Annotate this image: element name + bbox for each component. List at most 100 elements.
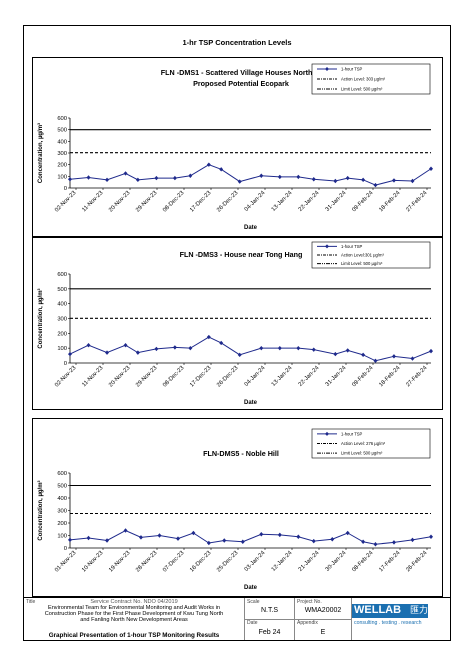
x-tick-label: 02-Nov-23 [54, 365, 77, 388]
data-point [277, 345, 282, 351]
legend-label-2: Limit Level: 500 µg/m³ [341, 261, 383, 266]
y-tick-label: 400 [57, 496, 67, 502]
y-tick-label: 500 [57, 287, 67, 293]
y-tick-label: 500 [57, 128, 67, 134]
logo-text: WELLAB [354, 604, 402, 616]
data-point [123, 171, 128, 176]
data-point [429, 534, 433, 539]
data-point [206, 162, 211, 167]
chart-title: FLN -DMS3 - House near Tong Hang [180, 250, 303, 259]
data-point [188, 173, 193, 178]
x-tick-label: 26-Dec-23 [216, 365, 239, 388]
data-point [86, 175, 91, 180]
data-point [345, 348, 350, 353]
data-point [277, 532, 282, 538]
data-point [296, 534, 301, 539]
data-point [135, 177, 140, 183]
data-point [105, 538, 110, 543]
x-tick-label: 02-Nov-23 [54, 190, 77, 213]
x-tick-label: 17-Dec-23 [189, 190, 212, 213]
x-axis-label: Date [244, 400, 258, 406]
data-point [123, 343, 128, 348]
description-line-1: Environmental Team for Environmental Mon… [47, 605, 221, 611]
page-title: 1-hr TSP Concentration Levels [182, 38, 292, 47]
data-point [330, 537, 335, 542]
report-page: 1-hr TSP Concentration Levels FLN -DMS1 … [23, 25, 451, 641]
y-tick-label: 400 [57, 302, 67, 308]
y-tick-label: 0 [64, 361, 67, 367]
chart-panel-dms1: FLN -DMS1 - Scattered Village Houses Nor… [32, 57, 443, 237]
y-tick-label: 500 [57, 484, 67, 490]
data-point [311, 538, 316, 544]
x-tick-label: 04-Jan-24 [244, 365, 267, 388]
data-point [175, 536, 180, 541]
x-tick-label: 29-Nov-23 [135, 365, 158, 388]
data-point [172, 175, 177, 181]
data-point [373, 542, 378, 547]
data-point [259, 345, 264, 351]
service-contract: Service Contract No. NDO 04/2019 [90, 599, 178, 605]
title-cell: Title Service Contract No. NDO 04/2019 E… [24, 598, 245, 640]
x-tick-label: 07-Dec-23 [162, 550, 185, 573]
x-tick-label: 19-Nov-23 [108, 550, 131, 573]
data-point [206, 334, 211, 340]
data-point [311, 177, 316, 182]
data-point [410, 178, 415, 184]
legend-label-0: 1-hour TSP [341, 244, 363, 249]
chart-title: FLN-DMS5 - Noble Hill [203, 449, 279, 458]
data-point [86, 535, 91, 541]
chart-panel-dms5: FLN-DMS5 - Noble Hill 1-hour TSP Action Le… [32, 418, 443, 597]
date-value: Feb 24 [258, 629, 281, 636]
x-tick-label: 22-Jan-24 [298, 365, 321, 388]
legend-label-1: Action Level:301 µg/m³ [341, 253, 385, 258]
legend-marker-tsp [325, 244, 329, 249]
x-tick-label: 31-Jan-24 [325, 365, 348, 388]
project-cell: Project No. WMA20002 Appendix E [295, 598, 352, 640]
data-point [391, 178, 396, 183]
x-tick-label: 29-Nov-23 [135, 190, 158, 213]
y-tick-label: 300 [57, 317, 67, 323]
x-tick-label: 27-Feb-24 [405, 365, 429, 389]
y-tick-label: 0 [64, 546, 67, 552]
data-point [86, 343, 91, 348]
x-tick-label: 22-Jan-24 [298, 190, 321, 213]
legend-label-1: Action Level: 303 µg/m³ [341, 77, 386, 82]
x-tick-label: 25-Dec-23 [216, 550, 239, 573]
data-point [333, 178, 338, 184]
data-point [237, 352, 242, 358]
y-axis-label: Concentration, µg/m³ [37, 288, 44, 348]
data-point [429, 348, 433, 354]
legend-label-2: Limit Level: 500 µg/m³ [341, 87, 383, 92]
data-point [135, 350, 140, 355]
x-axis-label: Date [244, 585, 258, 591]
x-tick-label: 10-Nov-23 [81, 550, 104, 573]
data-point [391, 540, 396, 545]
data-point [373, 358, 378, 363]
y-tick-label: 300 [57, 509, 67, 515]
x-tick-label: 17-Dec-23 [189, 365, 212, 388]
appendix-label: Appendix [297, 620, 318, 626]
project-label: Project No. [297, 599, 322, 605]
x-tick-label: 11-Nov-23 [81, 365, 104, 388]
x-tick-label: 03-Jan-24 [244, 550, 267, 573]
wellab-logo [352, 604, 410, 618]
data-point [410, 356, 415, 361]
data-point [154, 346, 159, 352]
x-tick-label: 09-Feb-24 [351, 190, 375, 214]
chart-title-line-2: Proposed Potential Ecopark [193, 79, 289, 88]
x-tick-label: 26-Feb-24 [405, 550, 429, 574]
y-tick-label: 0 [64, 186, 67, 192]
y-tick-label: 300 [57, 151, 67, 157]
data-point [154, 175, 159, 181]
legend-label-0: 1-hour TSP [341, 431, 363, 436]
series-line [69, 336, 432, 362]
y-tick-label: 100 [57, 346, 67, 352]
data-point [429, 166, 433, 171]
x-tick-label: 26-Dec-23 [216, 190, 239, 213]
y-tick-label: 600 [57, 116, 67, 122]
logo-cell: WELLAB 匯力 consulting . testing . researc… [352, 598, 450, 640]
data-point [222, 538, 227, 543]
series-line [69, 529, 432, 545]
data-point [373, 182, 378, 188]
data-point [219, 167, 224, 172]
